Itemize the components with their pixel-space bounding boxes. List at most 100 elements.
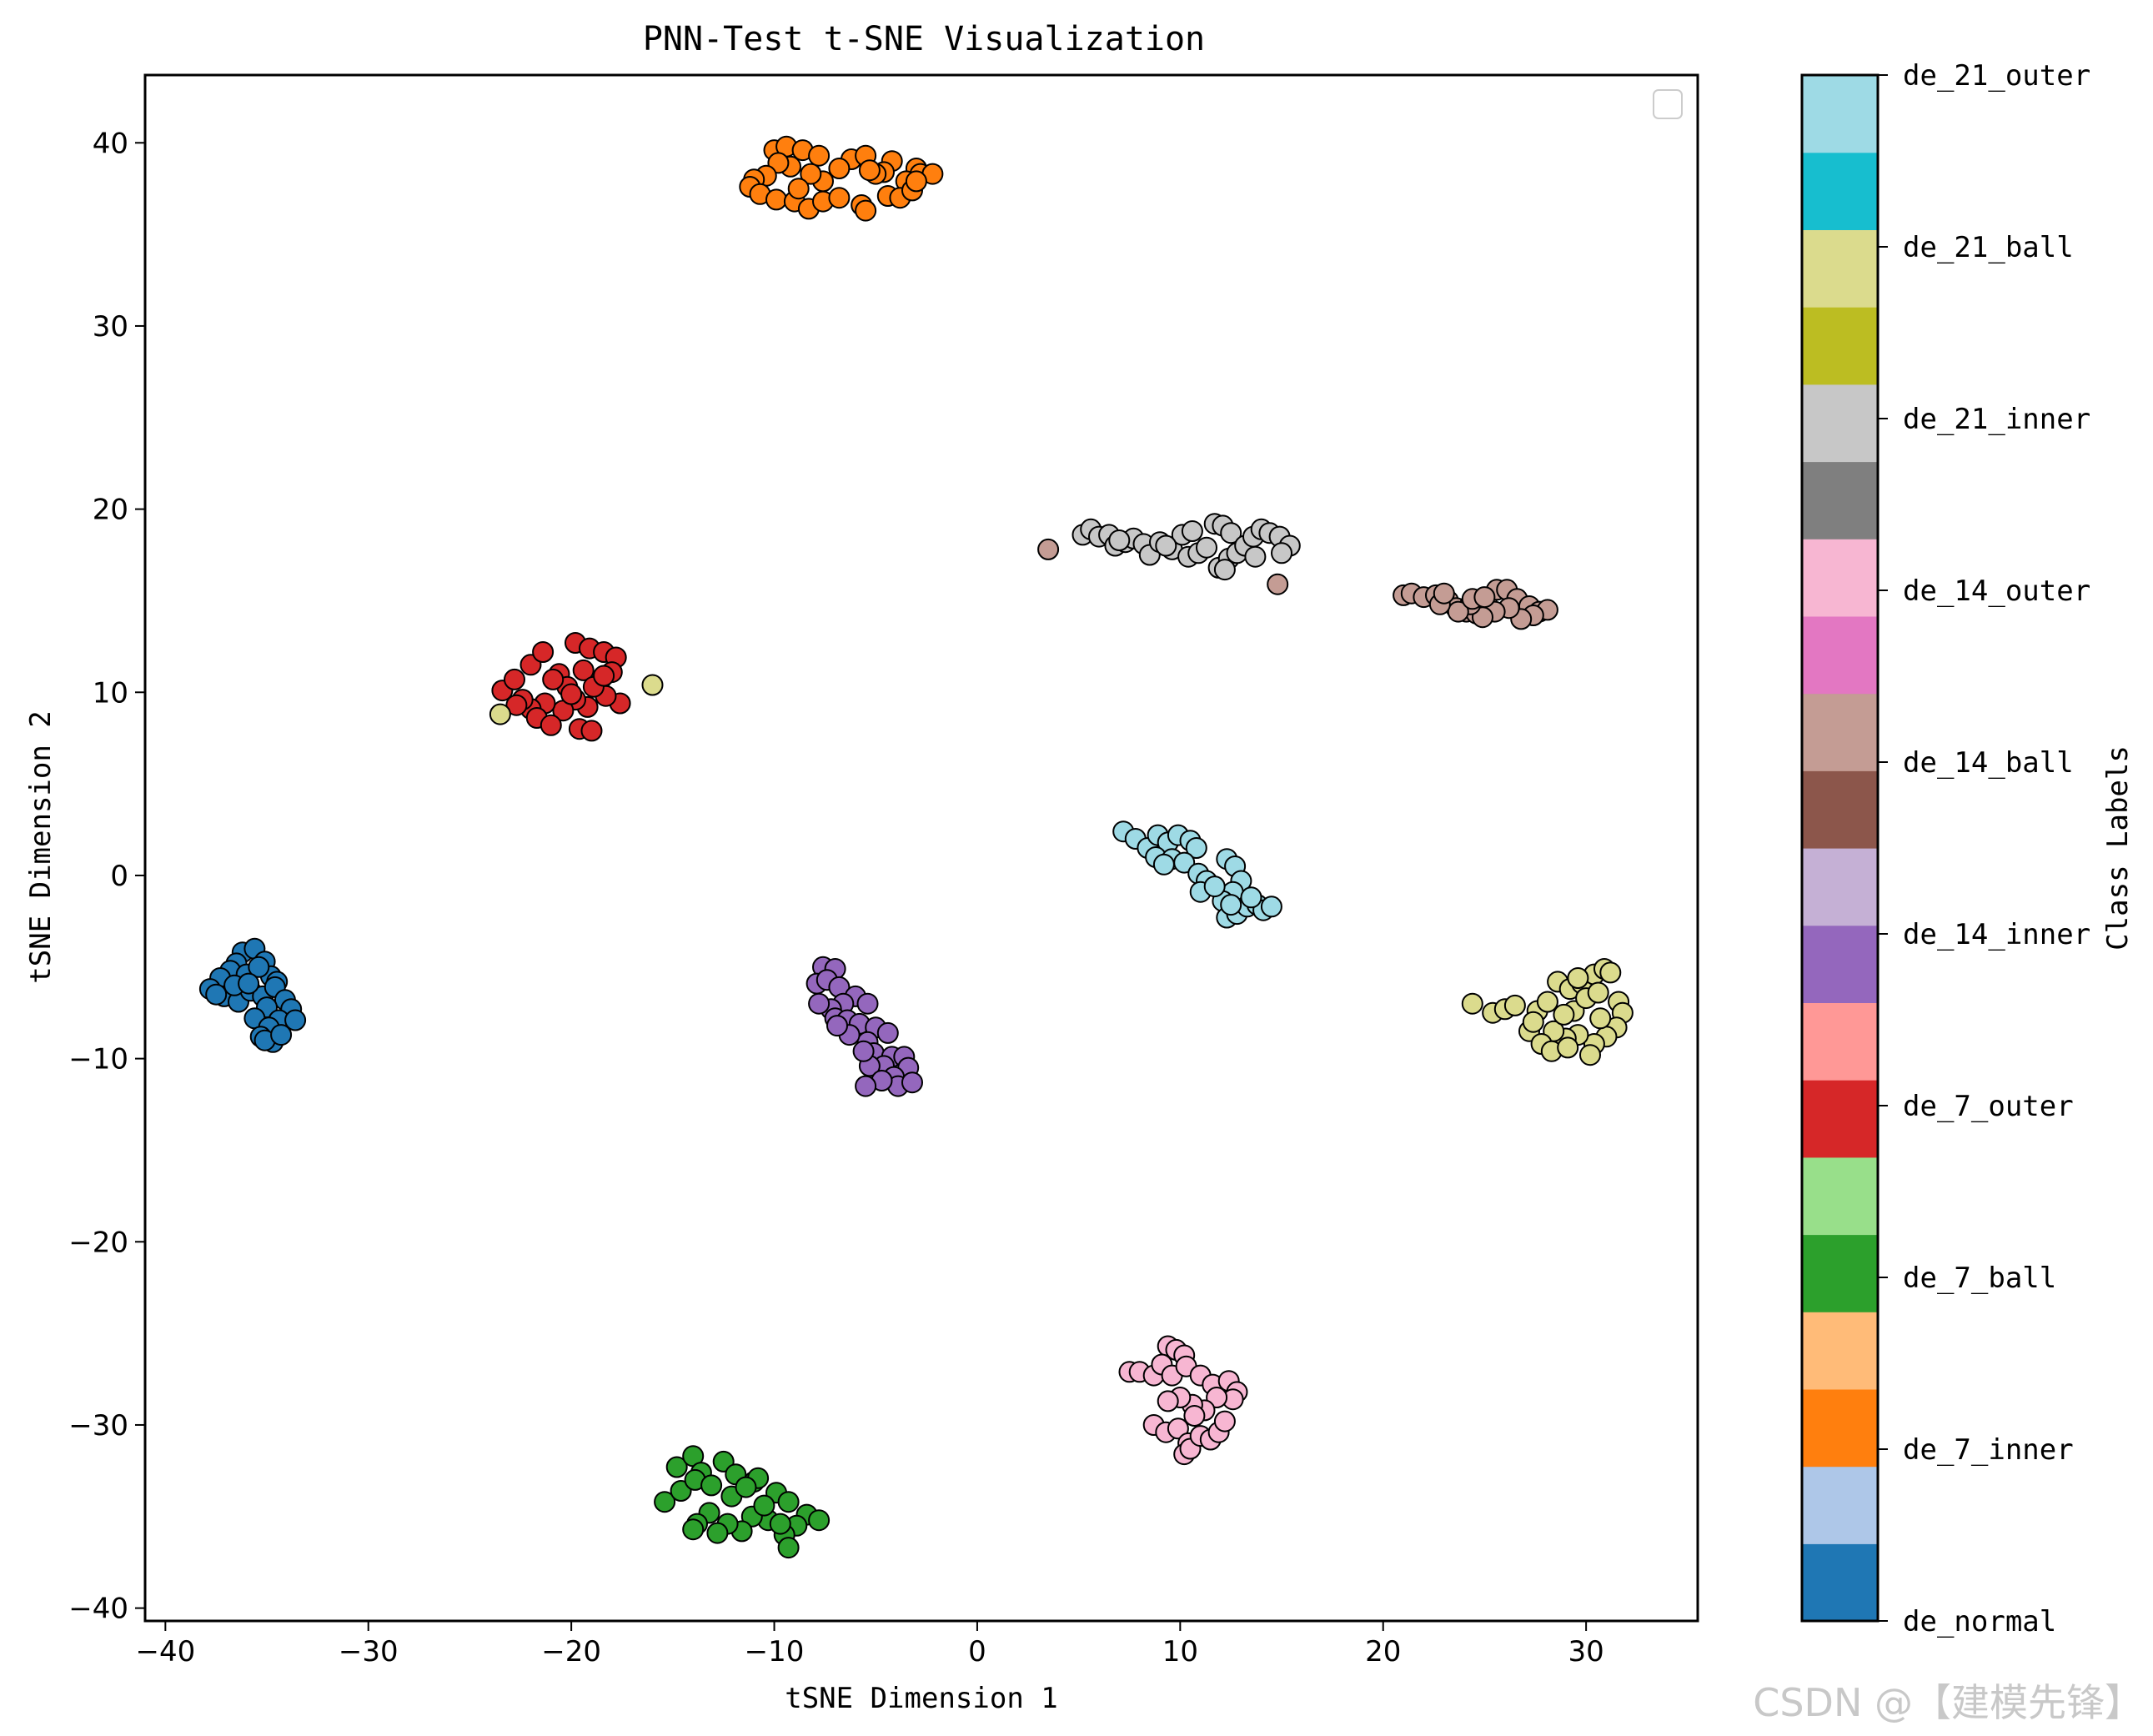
scatter-point — [1461, 992, 1483, 1015]
scatter-point — [1557, 1036, 1579, 1059]
scatter-point — [238, 972, 260, 995]
x-tick-label: 0 — [968, 1635, 986, 1668]
scatter-point — [1503, 994, 1526, 1016]
scatter-point — [808, 992, 831, 1015]
scatter-point — [1536, 991, 1558, 1013]
plot-area — [143, 73, 1699, 1623]
scatter-point — [753, 1494, 775, 1517]
scatter-point — [1240, 886, 1262, 909]
y-axis-label: tSNE Dimension 2 — [24, 710, 58, 984]
scatter-point — [1108, 529, 1131, 551]
scatter-point — [532, 641, 555, 663]
scatter-point — [828, 187, 851, 209]
x-tick-label: −30 — [339, 1635, 399, 1668]
scatter-point — [641, 674, 664, 696]
scatter-point — [735, 1476, 757, 1498]
colorbar-segment — [1802, 1234, 1878, 1312]
colorbar-segment — [1802, 848, 1878, 926]
scatter-point — [1271, 542, 1292, 564]
scatter-point — [856, 992, 879, 1015]
colorbar-label: Class Labels — [2101, 745, 2135, 951]
x-axis-label: tSNE Dimension 1 — [785, 1682, 1058, 1715]
scatter-point — [665, 1456, 688, 1478]
colorbar-tick-label: de_14_inner — [1903, 918, 2090, 951]
scatter-point — [769, 1513, 791, 1535]
colorbar-tick-label: de_14_ball — [1903, 746, 2074, 780]
scatter-point — [670, 1480, 692, 1502]
scatter-point — [808, 144, 831, 167]
colorbar-segment — [1802, 75, 1878, 153]
scatter-point — [1203, 876, 1226, 898]
scatter-point — [1567, 967, 1589, 989]
scatter-point — [855, 1075, 877, 1097]
colorbar-tick-label: de_21_ball — [1903, 231, 2074, 264]
scatter-point — [876, 1021, 899, 1044]
y-tick-label: 20 — [93, 494, 128, 527]
colorbar-segment — [1802, 152, 1878, 230]
scatter-point — [905, 170, 927, 193]
scatter-point — [1553, 1003, 1575, 1026]
colorbar-segment — [1802, 925, 1878, 1003]
scatter-point — [765, 188, 787, 211]
colorbar-tick-label: de_normal — [1903, 1605, 2056, 1638]
colorbar-segment — [1802, 1466, 1878, 1544]
scatter-point — [1196, 536, 1217, 559]
scatter-point — [1589, 1007, 1612, 1030]
colorbar-tick-label: de_14_outer — [1903, 574, 2090, 608]
scatter-point — [1267, 573, 1289, 595]
scatter-point — [489, 703, 511, 725]
colorbar-tick-label: de_21_inner — [1903, 403, 2090, 436]
chart-title: PNN-Test t-SNE Visualization — [643, 20, 1205, 58]
scatter-point — [284, 1009, 307, 1031]
colorbar-segment — [1802, 384, 1878, 463]
scatter-point — [1181, 520, 1203, 542]
y-axis-ticks: −40 −30 −20 −10 0 10 20 30 40 — [68, 127, 145, 1626]
scatter-point — [654, 1491, 676, 1513]
scatter-point — [1587, 981, 1609, 1004]
scatter-point — [706, 1522, 729, 1544]
colorbar-segment — [1802, 1002, 1878, 1081]
x-tick-label: 30 — [1568, 1635, 1603, 1668]
scatter-point — [808, 1509, 831, 1532]
watermark: CSDN @【建模先锋】 — [1753, 1680, 2143, 1725]
scatter-point — [504, 668, 525, 690]
scatter-point — [1579, 1044, 1601, 1066]
scatter-point — [855, 199, 877, 222]
colorbar-segment — [1802, 693, 1878, 771]
x-tick-label: −20 — [541, 1635, 601, 1668]
scatter-point — [777, 1537, 800, 1559]
colorbar-segment — [1802, 307, 1878, 385]
colorbar-segment — [1802, 1156, 1878, 1236]
scatter-point — [1155, 534, 1177, 557]
scatter-point — [1213, 1410, 1236, 1432]
colorbar-segment — [1802, 615, 1878, 695]
scatter-point — [787, 178, 810, 200]
scatter-point — [1522, 1011, 1544, 1033]
scatter-point — [248, 956, 270, 978]
scatter-point — [1447, 600, 1469, 623]
scatter-point — [270, 1024, 293, 1046]
colorbar-tick-label: de_7_inner — [1903, 1433, 2074, 1467]
scatter-point — [505, 694, 528, 716]
x-axis-ticks: −40 −30 −20 −10 0 10 20 30 — [135, 1621, 1604, 1668]
colorbar-segment — [1802, 1388, 1878, 1468]
scatter-point — [826, 1015, 848, 1037]
scatter-point — [777, 1491, 800, 1513]
scatter-point — [1220, 894, 1242, 916]
scatter-point — [1220, 522, 1242, 544]
colorbar-segment — [1802, 461, 1878, 539]
scatter-point — [205, 983, 228, 1006]
scatter-point — [1037, 538, 1060, 560]
x-tick-label: 10 — [1162, 1635, 1198, 1668]
scatter-point — [852, 1040, 875, 1062]
legend-box — [1653, 89, 1683, 119]
x-tick-label: 20 — [1365, 1635, 1401, 1668]
scatter-point — [1185, 837, 1207, 859]
scatter-point — [682, 1518, 705, 1541]
colorbar-segment — [1802, 539, 1878, 617]
scatter-point — [828, 158, 851, 179]
x-tick-label: −10 — [745, 1635, 805, 1668]
y-tick-label: 30 — [93, 310, 128, 344]
y-tick-label: −30 — [68, 1409, 128, 1442]
